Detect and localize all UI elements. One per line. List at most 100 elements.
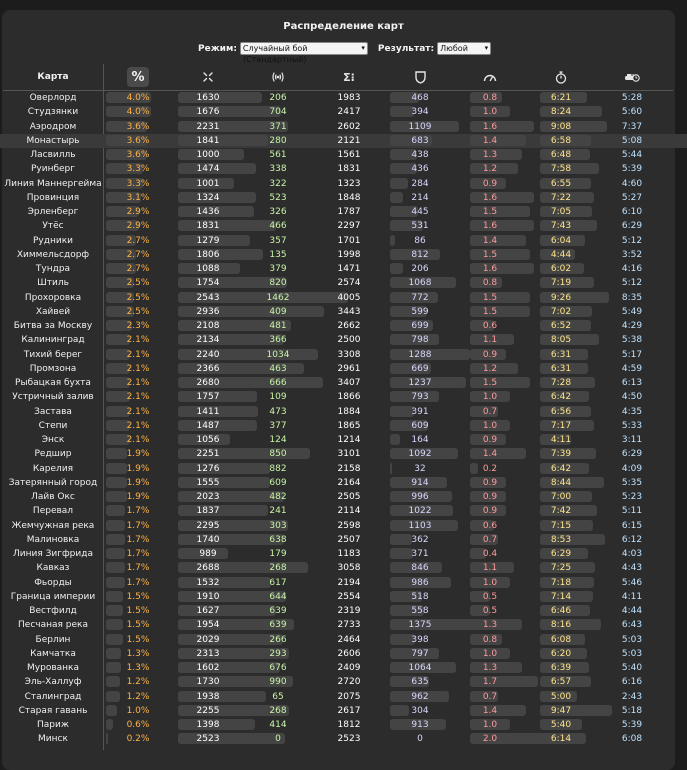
cell-map-name: Провинция [26,192,80,203]
table-row[interactable]: Тихий берег 2.1% 2240 1034 3308 1288 0.9 6:31 5:… [0,348,687,362]
cell-percent: 1.0% [126,705,150,716]
table-row[interactable]: Хайвей 2.5% 2936 409 3443 599 1.5 7:02 5:49 [0,305,687,319]
value-bar [470,690,498,702]
value-bar [470,263,534,274]
value-bar [540,647,587,659]
table-row[interactable]: Париж 0.6% 1398 414 1812 913 1.0 5:40 5:39 [0,718,687,732]
cell-total: 2114 [337,506,361,517]
cell-damage: 2240 [196,349,220,360]
table-row[interactable]: Устричный залив 2.1% 1757 109 1866 793 1.0 6:42… [0,390,687,404]
table-row[interactable]: Вестфилд 1.5% 1627 639 2319 558 0.5 6:46 4:44 [0,604,687,618]
cell-life-time: 4:60 [621,178,643,189]
cell-blocked: 214 [411,192,429,203]
table-row[interactable]: Прохоровка 2.5% 2543 1462 4005 772 1.5 9:26 8:35 [0,291,687,305]
mode-select[interactable]: Случайный бой (Стандартный) ▾ [239,42,368,64]
table-row[interactable]: Затерянный город 1.9% 1555 609 2164 914 0.9 8:4… [0,476,687,490]
cell-total: 1183 [337,549,361,559]
cell-map-name: Промзона [29,363,77,374]
table-row[interactable]: Малиновка 1.7% 1740 638 2507 362 0.7 8:53 6:12 [0,533,687,547]
table-row[interactable]: Камчатка 1.3% 2313 293 2606 797 1.0 6:20 5:03 [0,647,687,661]
value-bar [540,419,594,431]
column-header-percent[interactable]: % [127,67,149,87]
cell-percent: 2.5% [126,306,150,317]
table-row[interactable]: Фьорды 1.7% 1532 617 2194 986 1.0 7:18 5:46 [0,576,687,590]
table-row[interactable]: Песчаная река 1.5% 1954 639 2733 1375 1.3 8:16 6… [0,618,687,632]
value-bar [470,633,502,645]
column-header-map[interactable]: Карта [37,72,69,82]
value-bar [106,434,130,445]
cell-percent: 3.6% [126,135,150,146]
column-header-total[interactable]: Σ⁝ [334,64,364,90]
table-row[interactable]: Кавказ 1.7% 2688 268 3058 846 1.1 7:25 4:43 [0,561,687,575]
value-bar [178,92,263,103]
cell-spotting: 1.3 [482,663,498,673]
table-row[interactable]: Граница империи 1.5% 1910 644 2554 518 0.5 7:14… [0,590,687,604]
value-bar [178,647,289,659]
cell-life-time: 4:09 [621,463,643,474]
column-header-life-time[interactable] [617,64,647,90]
table-row[interactable]: Штиль 2.5% 1754 820 2574 1068 0.8 7:19 5:12 [0,276,687,290]
cell-total: 2574 [337,278,361,289]
table-row[interactable]: Утёс 2.9% 1831 466 2297 531 1.6 7:43 6:29 [0,219,687,233]
table-row[interactable]: Рудники 2.7% 1279 357 1701 86 1.4 6:04 5:12 [0,234,687,248]
value-bar [178,548,229,559]
value-bar [178,419,258,431]
table-row[interactable]: Линия Маннергейма 3.3% 1001 322 1323 284 0.9 6:… [0,177,687,191]
table-row[interactable]: Минск 0.2% 2523 0 2523 0 2.0 6:14 6:08 [0,732,687,746]
result-select[interactable]: Любой ▾ [437,42,492,55]
cell-battle-time: 5:00 [550,691,572,702]
cell-damage: 2688 [196,563,220,574]
column-header-battle-time[interactable] [546,64,576,90]
table-row[interactable]: Берлин 1.5% 2029 266 2464 398 0.8 6:08 5:03 [0,633,687,647]
table-row[interactable]: Ласвилль 3.6% 1000 561 1561 438 1.3 6:48 5:44 [0,148,687,162]
table-row[interactable]: Оверлорд 4.0% 1630 206 1983 468 0.8 6:21 5:28 [0,91,687,105]
table-row[interactable]: Аэродром 3.6% 2231 371 2602 1109 1.6 9:08 7:37 [0,120,687,134]
value-bar [390,690,450,702]
cell-spotting: 1.5 [482,207,498,217]
table-row[interactable]: Старая гавань 1.0% 2255 268 2617 304 1.4 9:47 5:… [0,704,687,718]
table-row[interactable]: Провинция 3.1% 1324 523 1848 214 1.6 7:22 5:27 [0,191,687,205]
cell-blocked: 1103 [408,520,432,531]
table-row[interactable]: Химмельсдорф 2.7% 1806 135 1998 812 1.5 4:44 3:5… [0,248,687,262]
cell-battle-time: 8:24 [550,107,572,118]
cell-assist: 124 [269,435,287,445]
value-bar [106,733,109,745]
value-bar [178,533,285,545]
table-row[interactable]: Рыбацкая бухта 2.1% 2680 666 3407 1237 1.5 7:28… [0,376,687,390]
table-row[interactable]: Калининград 2.1% 2134 366 2500 798 1.1 8:05 5:38 [0,333,687,347]
value-bar [540,676,592,688]
table-row[interactable]: Студзянки 4.0% 1676 704 2417 394 1.0 8:24 5:60 [0,105,687,119]
table-row[interactable]: Степи 2.1% 1487 377 1865 609 1.0 7:17 5:33 [0,419,687,433]
table-row[interactable]: Энск 2.1% 1056 124 1214 164 0.9 4:11 3:11 [0,433,687,447]
cell-life-time: 4:16 [621,264,643,274]
table-row[interactable]: Сталинград 1.2% 1938 65 2075 962 0.7 5:00 2:43 [0,690,687,704]
value-bar [540,690,577,702]
table-row[interactable]: Эль-Халлуф 1.2% 1730 990 2720 635 1.7 6:57 6:16 [0,675,687,689]
table-row[interactable]: Линия Зигфрида 1.7% 989 179 1183 371 0.4 6:29 4:… [0,547,687,561]
table-row[interactable]: Карелия 1.9% 1276 882 2158 32 0.2 6:42 4:09 [0,462,687,476]
cell-damage: 1276 [196,463,220,474]
column-header-spotting[interactable] [475,64,505,90]
table-row[interactable]: Руинберг 3.3% 1474 338 1831 436 1.2 7:58 5:39 [0,162,687,176]
cell-damage: 1740 [196,534,220,545]
table-row[interactable]: Редшир 1.9% 2251 850 3101 1092 1.4 7:39 6:29 [0,447,687,461]
table-row[interactable]: Перевал 1.7% 1837 241 2114 1022 0.9 7:42 5:11 [0,504,687,518]
cell-battle-time: 8:44 [550,477,572,488]
cell-assist: 414 [269,720,287,730]
table-row[interactable]: Мурованка 1.3% 1602 676 2409 1064 1.3 6:39 5:40 [0,661,687,675]
column-header-blocked[interactable] [405,64,435,90]
cell-spotting: 0.9 [482,435,498,445]
column-header-hits[interactable] [193,64,223,90]
table-row[interactable]: Жемчужная река 1.7% 2295 303 2598 1103 0.6 7:15… [0,519,687,533]
value-bar [540,704,612,716]
table-row[interactable]: Монастырь 3.6% 1841 280 2121 683 1.4 6:58 5:08 [0,133,687,148]
column-header-assist[interactable] [263,64,293,90]
table-row[interactable]: Промзона 2.1% 2366 463 2961 669 1.2 6:31 4:59 [0,362,687,376]
table-row[interactable]: Эрленберг 2.9% 1436 326 1787 445 1.5 7:05 6:10 [0,205,687,219]
table-row[interactable]: Битва за Москву 2.3% 2108 481 2662 699 0.6 6:52… [0,319,687,333]
table-row[interactable]: Лайв Окс 1.9% 2023 482 2505 996 0.9 7:00 5:23 [0,490,687,504]
table-row[interactable]: Застава 2.1% 1411 473 1884 391 0.7 6:56 4:35 [0,405,687,419]
cell-map-name: Лайв Окс [31,492,75,502]
value-bar [390,419,428,431]
table-row[interactable]: Тундра 2.7% 1088 379 1471 206 1.6 6:02 4:16 [0,262,687,276]
